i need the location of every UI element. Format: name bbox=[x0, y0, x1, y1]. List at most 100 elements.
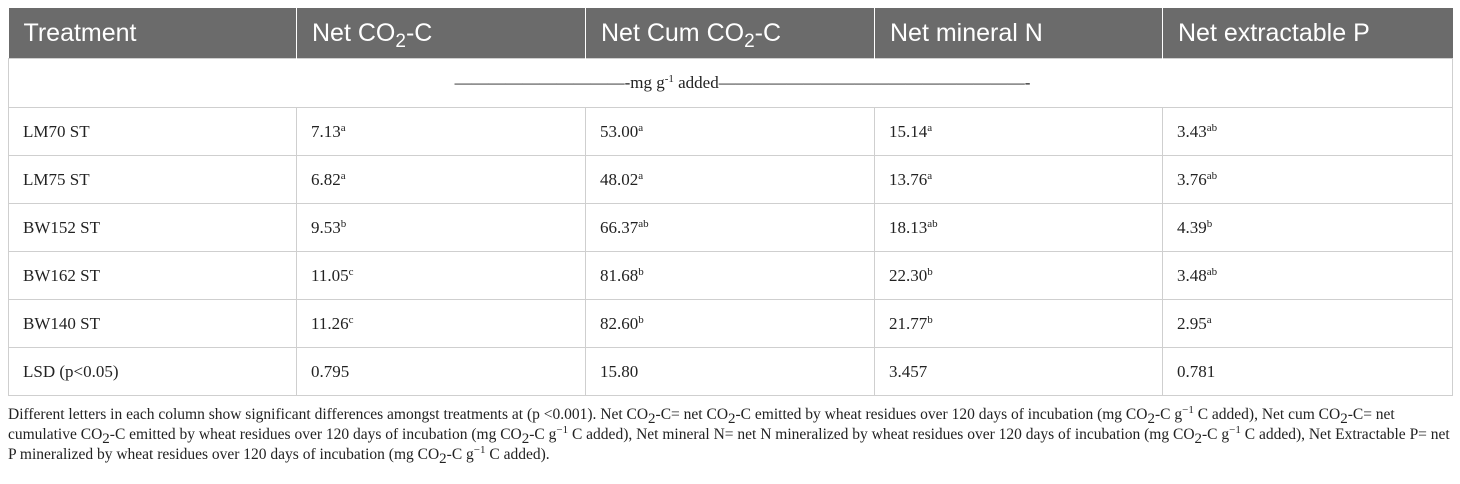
cell-value: 13.76 bbox=[889, 169, 928, 189]
cell-net-co2-c: 9.53b bbox=[296, 203, 586, 252]
cell-treatment: LSD (p<0.05) bbox=[8, 347, 297, 396]
units-row: ——————————-mg g-1 added—————————————————… bbox=[8, 58, 1453, 108]
footnote-segment: -C= net cumulative CO bbox=[8, 406, 1395, 443]
significance-letter: b bbox=[927, 313, 933, 326]
footnote-segment: -C g bbox=[529, 426, 557, 443]
cell-treatment: BW140 ST bbox=[8, 299, 297, 348]
cell-net-cum-co2-c: 15.80 bbox=[585, 347, 875, 396]
table-row: LSD (p<0.05) 0.795 15.80 3.457 0.781 bbox=[8, 347, 1453, 396]
units-cell: ——————————-mg g-1 added—————————————————… bbox=[8, 58, 1453, 108]
significance-letter: a bbox=[927, 121, 933, 134]
cell-net-mineral-n: 18.13ab bbox=[874, 203, 1163, 252]
significance-letter: a bbox=[340, 169, 346, 182]
cell-net-extractable-p: 3.76ab bbox=[1162, 155, 1453, 204]
table-row: LM70 ST 7.13a 53.00a 15.14a 3.43ab bbox=[8, 107, 1453, 156]
cell-value: 18.13 bbox=[889, 217, 928, 237]
cell-value: 2.95 bbox=[1177, 313, 1207, 333]
cell-value: 15.14 bbox=[889, 121, 928, 141]
table-row: BW152 ST 9.53b 66.37ab 18.13ab 4.39b bbox=[8, 203, 1453, 252]
table-container: Treatment Net CO2-C Net Cum CO2-C Net mi… bbox=[8, 8, 1453, 467]
cell-value: 3.457 bbox=[889, 361, 928, 381]
significance-letter: a bbox=[638, 169, 644, 182]
footnote-segment: 2 bbox=[1340, 411, 1348, 427]
cell-value: 66.37 bbox=[600, 217, 639, 237]
header-net-co2-c: Net CO2-C bbox=[296, 8, 586, 59]
cell-treatment: BW162 ST bbox=[8, 251, 297, 300]
cell-value: 3.76 bbox=[1177, 169, 1207, 189]
cell-value: 9.53 bbox=[311, 217, 341, 237]
footnote-segment: −1 bbox=[556, 424, 569, 436]
table-row: BW140 ST 11.26c 82.60b 21.77b 2.95a bbox=[8, 299, 1453, 348]
footnote-segment: C added), Net mineral N= net N mineraliz… bbox=[568, 426, 1195, 443]
cell-value: 11.26 bbox=[311, 313, 349, 333]
footnote-segment: -C emitted by wheat residues over 120 da… bbox=[109, 426, 522, 443]
header-net-cum-co2-c: Net Cum CO2-C bbox=[585, 8, 875, 59]
significance-letter: b bbox=[1206, 217, 1213, 230]
footnote-segment: 2 bbox=[1147, 411, 1155, 427]
header-net-mineral-n: Net mineral N bbox=[874, 8, 1163, 59]
cell-value: 11.05 bbox=[311, 265, 349, 285]
footnote-segment: 2 bbox=[1194, 431, 1203, 447]
cell-value: 7.13 bbox=[311, 121, 341, 141]
significance-letter: ab bbox=[638, 217, 649, 230]
cell-value: 0.781 bbox=[1177, 361, 1216, 381]
table-footnote: Different letters in each column show si… bbox=[8, 404, 1452, 467]
significance-letter: b bbox=[927, 265, 933, 278]
significance-letter: c bbox=[348, 313, 354, 326]
cell-net-extractable-p: 3.48ab bbox=[1162, 251, 1453, 300]
cell-value: 15.80 bbox=[600, 361, 639, 381]
footnote-segment: C added), Net Extractable P= net P miner… bbox=[8, 426, 1450, 463]
significance-letter: ab bbox=[1206, 121, 1218, 134]
footnote-segment: 2 bbox=[439, 451, 447, 467]
footnote-segment: −1 bbox=[1182, 404, 1194, 416]
cell-value: 22.30 bbox=[889, 265, 928, 285]
cell-net-mineral-n: 3.457 bbox=[874, 347, 1163, 396]
cell-net-mineral-n: 13.76a bbox=[874, 155, 1163, 204]
significance-letter: a bbox=[638, 121, 644, 134]
results-table: Treatment Net CO2-C Net Cum CO2-C Net mi… bbox=[8, 8, 1453, 396]
footnote-segment: -C g bbox=[1154, 406, 1183, 423]
cell-net-cum-co2-c: 66.37ab bbox=[585, 203, 875, 252]
cell-net-extractable-p: 0.781 bbox=[1162, 347, 1453, 396]
footnote-segment: C added), Net cum CO bbox=[1193, 406, 1341, 423]
significance-letter: a bbox=[340, 121, 346, 134]
cell-value: 6.82 bbox=[311, 169, 341, 189]
header-net-extractable-p: Net extractable P bbox=[1162, 8, 1453, 59]
cell-net-co2-c: 7.13a bbox=[296, 107, 586, 156]
cell-value: 53.00 bbox=[600, 121, 639, 141]
cell-value: 3.48 bbox=[1177, 265, 1207, 285]
footnote-segment: C added). bbox=[485, 446, 550, 463]
cell-net-co2-c: 0.795 bbox=[296, 347, 586, 396]
cell-net-cum-co2-c: 53.00a bbox=[585, 107, 875, 156]
cell-net-cum-co2-c: 82.60b bbox=[585, 299, 875, 348]
significance-letter: ab bbox=[1206, 265, 1218, 278]
footnote-segment: -C= net CO bbox=[655, 406, 729, 423]
cell-net-cum-co2-c: 48.02a bbox=[585, 155, 875, 204]
cell-value: 0.795 bbox=[311, 361, 350, 381]
cell-net-cum-co2-c: 81.68b bbox=[585, 251, 875, 300]
cell-net-co2-c: 11.26c bbox=[296, 299, 586, 348]
cell-value: 81.68 bbox=[600, 265, 639, 285]
cell-treatment: BW152 ST bbox=[8, 203, 297, 252]
cell-value: 3.43 bbox=[1177, 121, 1207, 141]
cell-treatment: LM70 ST bbox=[8, 107, 297, 156]
cell-value: 4.39 bbox=[1177, 217, 1207, 237]
cell-net-mineral-n: 21.77b bbox=[874, 299, 1163, 348]
significance-letter: b bbox=[638, 313, 644, 326]
significance-letter: ab bbox=[927, 217, 938, 230]
cell-value: 21.77 bbox=[889, 313, 928, 333]
cell-value: 48.02 bbox=[600, 169, 639, 189]
header-treatment: Treatment bbox=[8, 8, 297, 59]
significance-letter: b bbox=[638, 265, 644, 278]
cell-net-mineral-n: 15.14a bbox=[874, 107, 1163, 156]
cell-net-co2-c: 6.82a bbox=[296, 155, 586, 204]
cell-value: 82.60 bbox=[600, 313, 639, 333]
significance-letter: b bbox=[340, 217, 347, 230]
footnote-segment: −1 bbox=[473, 444, 486, 456]
footnote-segment: 2 bbox=[648, 411, 656, 427]
footnote-segment: -C g bbox=[1202, 426, 1230, 443]
footnote-segment: -C emitted by wheat residues over 120 da… bbox=[735, 406, 1148, 423]
significance-letter: a bbox=[1206, 313, 1212, 326]
cell-net-extractable-p: 2.95a bbox=[1162, 299, 1453, 348]
table-row: LM75 ST 6.82a 48.02a 13.76a 3.76ab bbox=[8, 155, 1453, 204]
